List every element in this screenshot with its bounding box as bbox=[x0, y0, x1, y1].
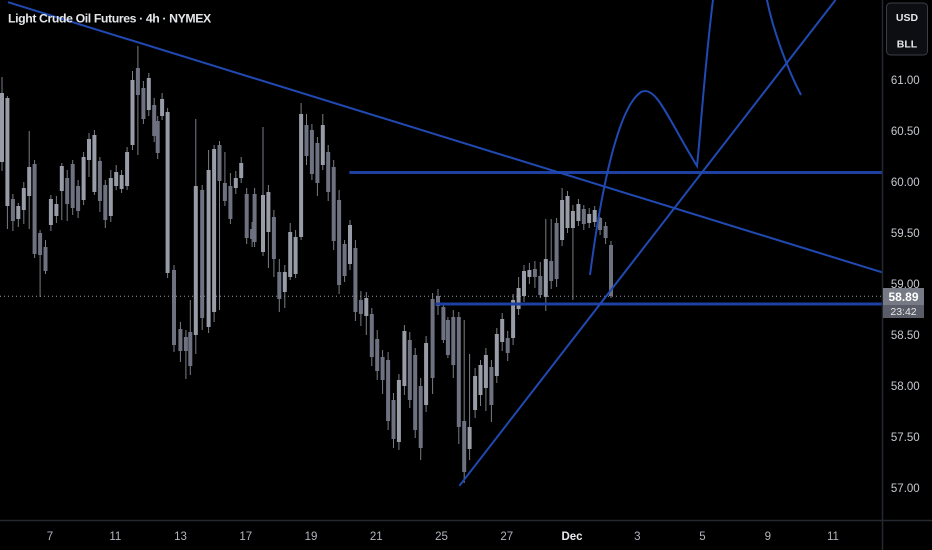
svg-text:Light Crude Oil Futures · 4h ·: Light Crude Oil Futures · 4h · NYMEX bbox=[8, 12, 212, 26]
svg-text:58.89: 58.89 bbox=[888, 290, 918, 304]
svg-text:60.00: 60.00 bbox=[891, 177, 920, 189]
svg-text:58.00: 58.00 bbox=[891, 381, 920, 393]
svg-text:27: 27 bbox=[500, 531, 513, 543]
svg-text:19: 19 bbox=[305, 531, 318, 543]
svg-text:25: 25 bbox=[435, 531, 448, 543]
svg-text:59.50: 59.50 bbox=[891, 228, 920, 240]
svg-text:11: 11 bbox=[109, 531, 121, 543]
svg-text:60.50: 60.50 bbox=[891, 126, 920, 138]
svg-text:58.50: 58.50 bbox=[891, 330, 920, 342]
svg-text:17: 17 bbox=[239, 531, 252, 543]
svg-text:57.00: 57.00 bbox=[891, 483, 920, 495]
svg-text:5: 5 bbox=[699, 531, 705, 543]
svg-text:61.00: 61.00 bbox=[891, 75, 920, 87]
svg-text:BLL: BLL bbox=[897, 39, 918, 51]
svg-text:7: 7 bbox=[47, 531, 53, 543]
svg-text:57.50: 57.50 bbox=[891, 432, 920, 444]
svg-text:23:42: 23:42 bbox=[890, 306, 916, 318]
svg-text:13: 13 bbox=[174, 531, 187, 543]
svg-text:3: 3 bbox=[634, 531, 640, 543]
svg-text:21: 21 bbox=[370, 531, 383, 543]
svg-text:11: 11 bbox=[827, 531, 839, 543]
svg-text:USD: USD bbox=[896, 12, 919, 24]
svg-text:9: 9 bbox=[765, 531, 771, 543]
svg-text:Dec: Dec bbox=[561, 531, 583, 543]
